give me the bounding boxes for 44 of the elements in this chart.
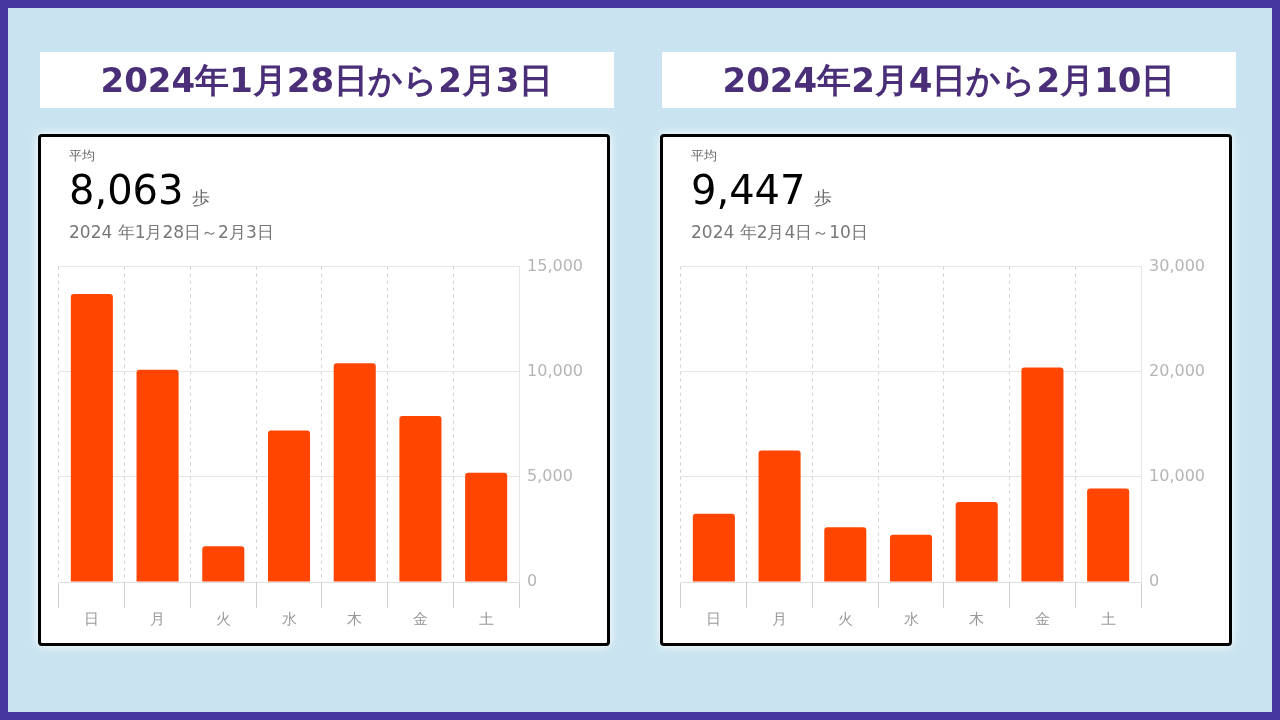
x-tick-label: 日	[706, 609, 722, 628]
bar	[1021, 367, 1064, 582]
bar	[399, 415, 442, 582]
x-tick-label: 木	[969, 609, 985, 628]
chart-subtitle: 2024 年1月28日～2月3日	[69, 221, 274, 244]
bar	[758, 450, 801, 582]
x-tick-label: 水	[281, 609, 297, 628]
y-tick-label: 10,000	[1149, 466, 1205, 486]
bar	[136, 369, 179, 582]
bar	[465, 472, 508, 582]
bar	[333, 363, 376, 582]
x-tick-label: 木	[347, 609, 363, 628]
text: 平均	[691, 147, 717, 165]
bar	[692, 513, 735, 582]
y-tick-label: 5,000	[527, 466, 573, 486]
bar	[267, 430, 311, 582]
x-tick-label: 土	[1100, 609, 1116, 628]
x-tick-label: 水	[903, 609, 919, 628]
text: 平均	[69, 147, 95, 165]
x-tick-label: 日	[84, 609, 100, 628]
chart-subtitle: 2024 年2月4日～10日	[691, 221, 868, 244]
y-tick-label: 0	[527, 571, 538, 591]
bar	[889, 534, 933, 582]
y-tick-label: 15,000	[527, 255, 583, 275]
x-tick-label: 火	[837, 609, 853, 628]
y-tick-label: 10,000	[527, 360, 583, 380]
x-tick-label: 土	[478, 609, 494, 628]
y-tick-label: 30,000	[1149, 255, 1205, 275]
text: 9,447 歩	[691, 167, 832, 213]
bar	[1087, 488, 1130, 582]
bar	[202, 546, 245, 582]
y-tick-label: 0	[1149, 571, 1160, 591]
y-tick-label: 20,000	[1149, 360, 1205, 380]
x-tick-label: 火	[215, 609, 231, 628]
bar	[70, 293, 113, 582]
chart-title: 2024年1月28日から2月3日	[40, 52, 614, 108]
chart-title: 2024年2月4日から2月10日	[662, 52, 1236, 108]
bar	[955, 502, 998, 582]
x-tick-label: 月	[772, 609, 788, 628]
text: 8,063 歩	[69, 167, 210, 213]
x-tick-label: 金	[412, 609, 428, 628]
bar	[824, 527, 867, 582]
x-tick-label: 月	[150, 609, 166, 628]
x-tick-label: 金	[1034, 609, 1050, 628]
